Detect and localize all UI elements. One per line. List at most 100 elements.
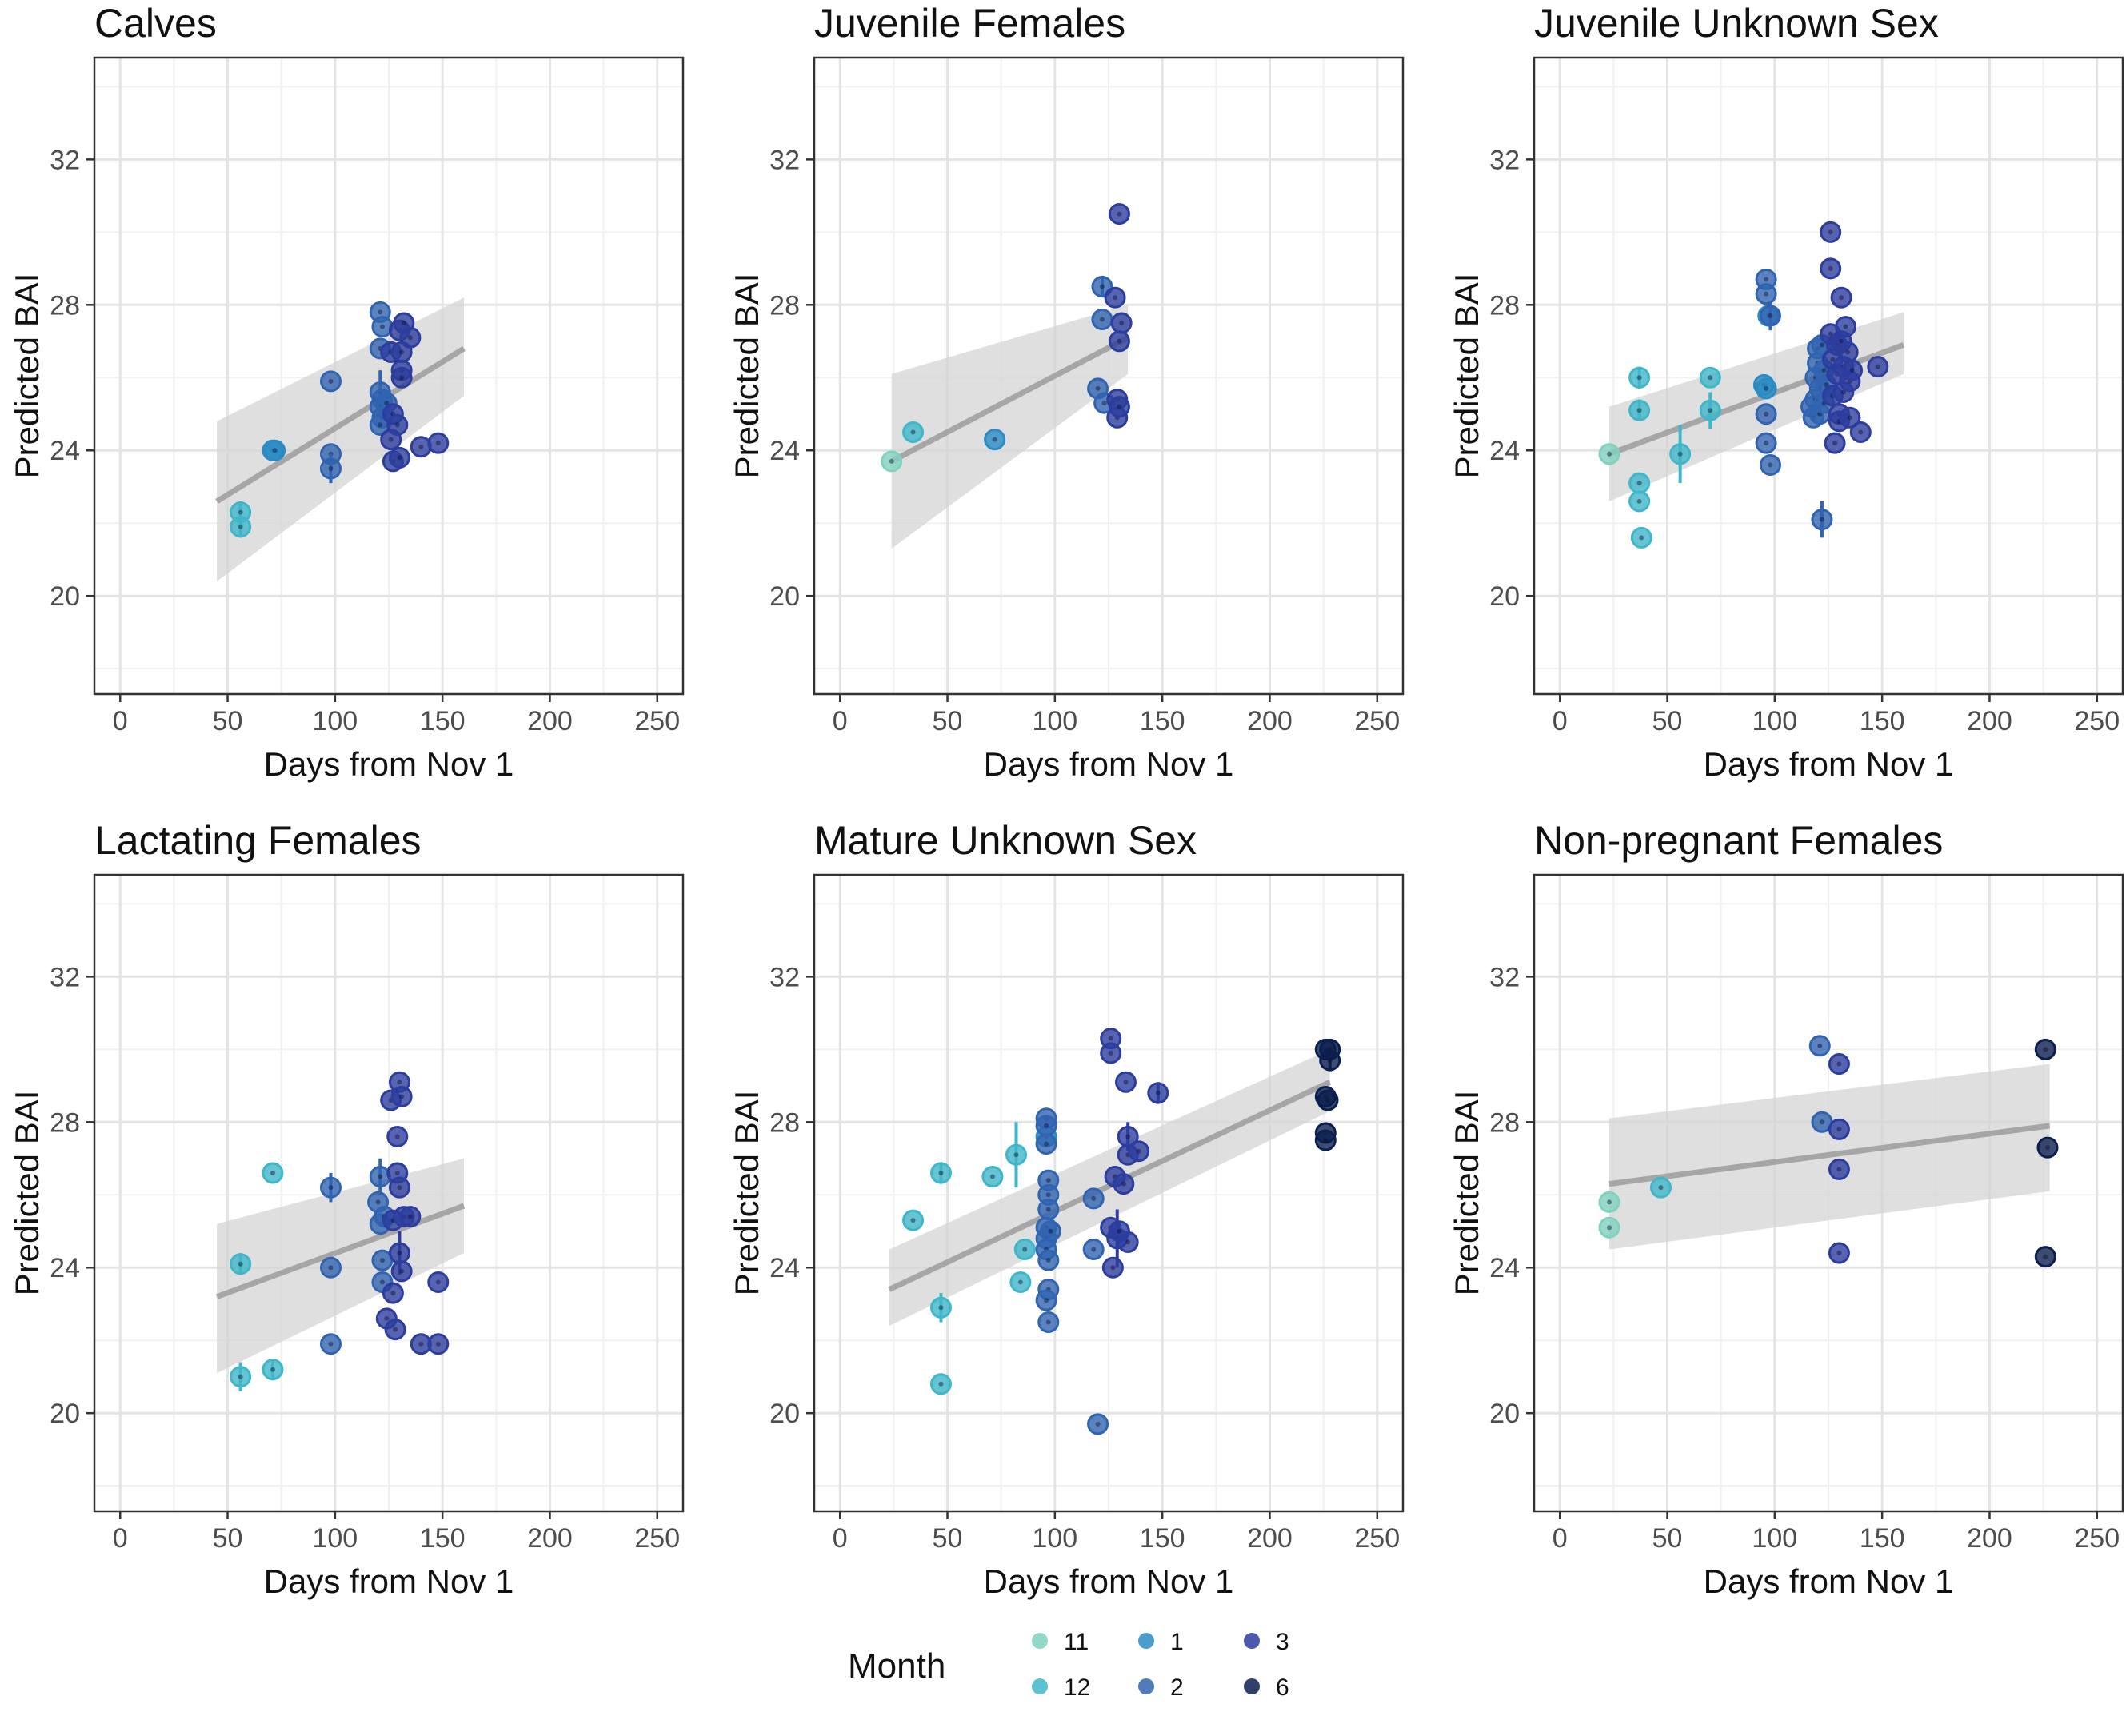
data-point-center [1323, 1138, 1329, 1143]
data-point [386, 413, 409, 436]
data-point-center [238, 1261, 243, 1267]
data-point [1630, 526, 1652, 549]
data-point-center [379, 1258, 385, 1263]
data-point-center [1117, 404, 1122, 409]
data-point-center [1091, 1247, 1097, 1252]
data-point [981, 1166, 1004, 1188]
data-point [1117, 1231, 1139, 1253]
y-tick-label: 32 [50, 962, 80, 992]
data-point [1035, 1289, 1057, 1311]
data-point [1699, 399, 1721, 421]
data-point-center [388, 437, 394, 442]
data-point [1082, 1239, 1105, 1261]
x-tick-label: 200 [1247, 706, 1293, 736]
data-point-center [1768, 313, 1773, 318]
data-point-center [1091, 1195, 1097, 1201]
data-point [1113, 1173, 1135, 1195]
x-tick-label: 150 [1140, 1523, 1185, 1554]
data-point [1755, 283, 1777, 305]
y-tick-label: 28 [769, 1107, 800, 1138]
data-point-center [394, 1134, 400, 1139]
data-point-center [1045, 1207, 1051, 1212]
data-point-center [328, 1265, 334, 1271]
x-tick-label: 150 [420, 1523, 466, 1554]
data-point-center [989, 1174, 995, 1179]
data-point [1147, 1082, 1169, 1104]
panel: Calves 0 50 100 150 200 250 20 24 28 32 Days from N… [8, 1, 685, 783]
data-point [1087, 1413, 1109, 1435]
data-point [382, 1282, 404, 1304]
data-point [1669, 443, 1692, 465]
panel-title: Lactating Females [94, 818, 422, 863]
x-tick-label: 50 [213, 1523, 243, 1554]
data-point-center [1113, 295, 1118, 301]
trend-line [1608, 1123, 2051, 1187]
x-tick-label: 0 [1553, 1523, 1568, 1554]
data-point [1598, 1191, 1620, 1213]
data-point-center [394, 422, 400, 428]
data-point [1035, 1133, 1057, 1155]
data-point-center [2044, 1145, 2050, 1151]
data-point-center [1636, 408, 1642, 413]
y-tick-label: 24 [50, 1253, 80, 1283]
data-point-center [399, 1094, 405, 1099]
data-point [427, 1333, 450, 1355]
x-tick-label: 50 [933, 706, 963, 736]
x-tick-label: 50 [1652, 706, 1683, 736]
data-point-center [1095, 1421, 1101, 1427]
data-point-center [378, 309, 383, 315]
data-point [1317, 1089, 1339, 1111]
x-tick-label: 150 [1860, 1523, 1905, 1554]
data-point [1867, 356, 1889, 378]
data-point [1849, 421, 1872, 444]
data-point [399, 326, 422, 349]
legend-swatch [1244, 1633, 1260, 1649]
x-tick-label: 50 [933, 1523, 963, 1554]
data-point-center [1099, 284, 1105, 289]
data-point [1100, 1042, 1122, 1064]
data-point-center [1828, 331, 1833, 337]
data-point-center [397, 1080, 402, 1085]
data-point [319, 457, 342, 480]
data-point [984, 429, 1006, 451]
x-tick-label: 200 [527, 1523, 573, 1554]
data-point [1108, 396, 1130, 418]
legend-swatch [1138, 1678, 1154, 1694]
data-point-center [1017, 1279, 1023, 1285]
data-point [929, 1373, 952, 1395]
data-point-center [1875, 364, 1880, 369]
x-tick-label: 250 [1354, 1523, 1400, 1554]
data-point [1830, 286, 1852, 309]
data-point-center [378, 1174, 383, 1179]
data-point-center [1839, 338, 1844, 344]
data-point-center [401, 321, 406, 326]
data-point-center [1858, 429, 1864, 435]
data-point-center [1843, 324, 1848, 329]
y-axis-title: Predicted BAI [1448, 1091, 1485, 1296]
panel-title: Calves [94, 1, 217, 46]
data-point-center [384, 401, 390, 406]
data-point [1828, 1053, 1850, 1076]
data-point [388, 1176, 410, 1199]
data-point [1628, 366, 1651, 389]
y-tick-label: 32 [50, 145, 80, 175]
data-point-center [1636, 498, 1642, 504]
data-point-center [1125, 1239, 1131, 1245]
x-axis-title: Days from Nov 1 [984, 745, 1234, 783]
x-tick-label: 250 [634, 706, 680, 736]
data-point-center [418, 444, 424, 449]
legend-label: 3 [1276, 1629, 1289, 1655]
x-axis-title: Days from Nov 1 [984, 1562, 1234, 1600]
legend-label: 12 [1064, 1674, 1090, 1701]
data-point [1755, 403, 1777, 425]
x-tick-label: 50 [1652, 1523, 1683, 1554]
x-tick-label: 100 [1752, 706, 1797, 736]
data-point-center [1117, 1228, 1122, 1234]
panel: Juvenile Females 0 50 100 150 200 250 20 24 28 32 D… [728, 1, 1405, 783]
x-tick-label: 0 [113, 1523, 128, 1554]
data-point-center [1327, 1057, 1333, 1063]
data-point [1759, 305, 1781, 327]
data-point-center [1045, 1319, 1051, 1325]
data-point-center [1832, 441, 1838, 446]
